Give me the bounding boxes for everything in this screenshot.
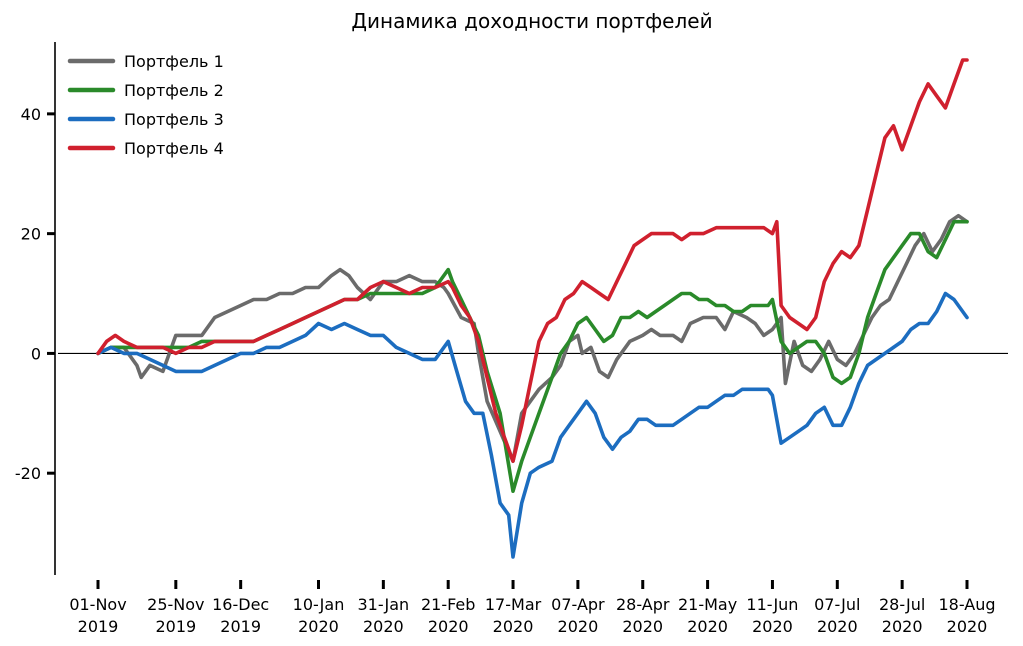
x-tick-label: 01-Nov 2019 <box>69 595 126 636</box>
x-tick-label: 18-Aug 2020 <box>938 595 995 636</box>
legend: Портфель 1 Портфель 2 Портфель 3 Портфель 4 <box>67 52 224 158</box>
x-tick-label: 11-Jun 2020 <box>746 595 798 636</box>
y-tick-label: 40 <box>21 105 41 124</box>
x-tick-label: 16-Dec 2019 <box>212 595 269 636</box>
x-tick-label: 28-Apr 2020 <box>616 595 670 636</box>
x-tick-label: 07-Jul 2020 <box>814 595 860 636</box>
x-tick-label: 31-Jan 2020 <box>357 595 409 636</box>
x-tick-label: 07-Apr 2020 <box>551 595 605 636</box>
x-tick-label: 21-May 2020 <box>678 595 737 636</box>
x-tick-label: 28-Jul 2020 <box>879 595 925 636</box>
legend-label-3: Портфель 3 <box>124 110 224 129</box>
x-tick-label: 17-Mar 2020 <box>485 595 542 636</box>
series-lines <box>96 58 969 559</box>
legend-label-2: Портфель 2 <box>124 81 224 100</box>
legend-label-1: Портфель 1 <box>124 52 224 71</box>
x-tick-label: 25-Nov 2019 <box>147 595 204 636</box>
x-tick-label: 10-Jan 2020 <box>293 595 345 636</box>
chart-title: Динамика доходности портфелей <box>351 9 712 33</box>
y-tick-label: 0 <box>31 344 41 363</box>
series-line-3 <box>96 291 969 559</box>
y-tick-label: 20 <box>21 225 41 244</box>
series-line-4 <box>96 58 969 464</box>
legend-label-4: Портфель 4 <box>124 139 224 158</box>
series-line-1 <box>96 213 969 464</box>
x-tick-label: 21-Feb 2020 <box>421 595 475 636</box>
y-tick-label: -20 <box>15 464 41 483</box>
